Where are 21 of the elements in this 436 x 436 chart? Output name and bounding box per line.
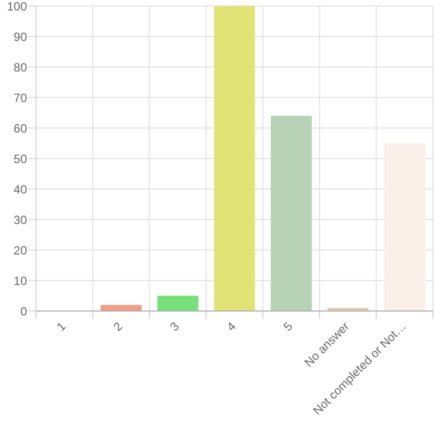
x-tick-label: 3 xyxy=(167,319,182,334)
x-tick-label: 1 xyxy=(54,319,69,334)
bar xyxy=(270,116,312,311)
y-tick-label: 20 xyxy=(14,243,28,258)
y-tick-label: 50 xyxy=(14,152,28,166)
y-tick-label: 40 xyxy=(14,182,28,196)
x-tick-label: 2 xyxy=(110,319,126,334)
y-tick-label: 70 xyxy=(14,90,28,105)
bar xyxy=(157,296,198,311)
y-tick-label: 90 xyxy=(14,30,28,44)
x-tick-label: 5 xyxy=(280,319,296,334)
y-tick-label: 30 xyxy=(14,212,28,227)
y-tick-label: 60 xyxy=(14,121,28,136)
x-tick-label: 4 xyxy=(224,319,239,334)
y-tick-label: 100 xyxy=(6,0,28,14)
bar xyxy=(100,304,142,311)
y-tick-label: 0 xyxy=(20,304,28,318)
y-tick-label: 80 xyxy=(14,60,28,74)
bar xyxy=(214,6,256,311)
y-tick-label: 10 xyxy=(14,274,28,288)
bar xyxy=(384,143,426,311)
